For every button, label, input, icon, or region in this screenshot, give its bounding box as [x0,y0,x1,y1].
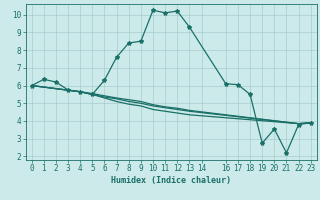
X-axis label: Humidex (Indice chaleur): Humidex (Indice chaleur) [111,176,231,185]
